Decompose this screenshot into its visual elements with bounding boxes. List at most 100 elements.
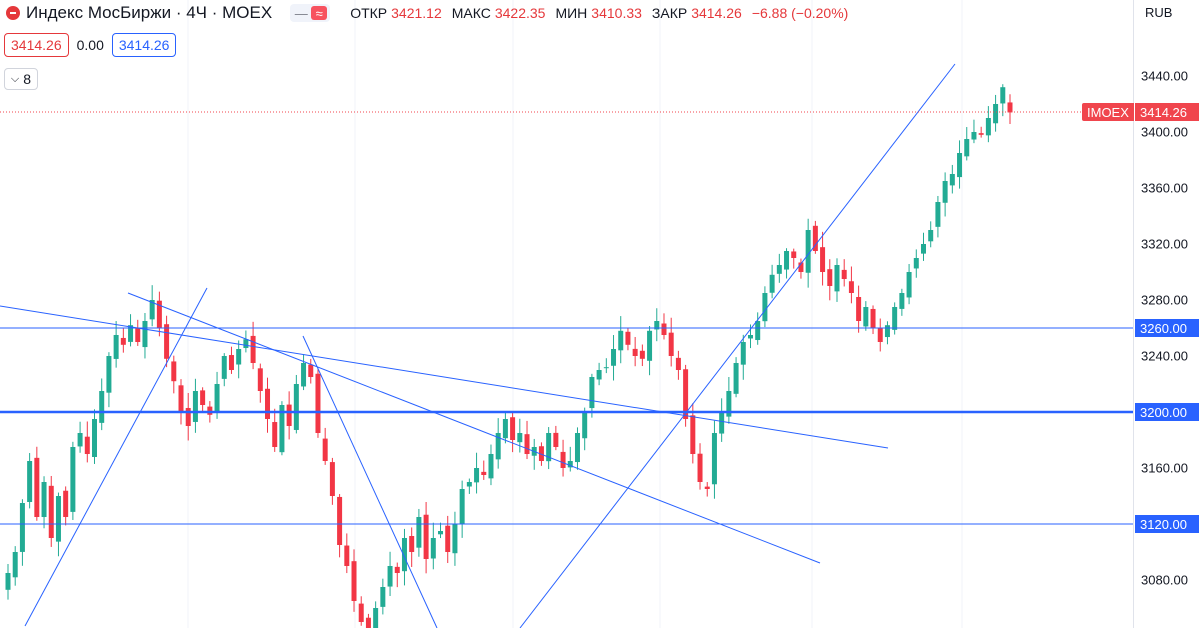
low-label: МИН (555, 5, 588, 21)
candle-body (711, 433, 717, 485)
candle (135, 319, 141, 346)
candle (329, 457, 335, 505)
candle-body (877, 328, 883, 342)
candle (531, 438, 537, 470)
candle-body (611, 349, 617, 366)
candle-body (192, 391, 198, 422)
trendline[interactable] (302, 335, 438, 628)
trade-row: 3414.26 0.00 3414.26 (4, 33, 177, 57)
trendline[interactable] (0, 305, 889, 449)
indicators-toggle[interactable]: ⌵ 8 (4, 68, 38, 90)
candle-body (784, 251, 790, 270)
candle-body (409, 536, 415, 552)
candle-body (228, 355, 234, 370)
candle-body (149, 300, 155, 320)
candle-body (63, 490, 69, 517)
candle-body (106, 356, 112, 393)
sell-button[interactable]: 3414.26 (4, 33, 69, 57)
candle-body (582, 412, 588, 439)
time-grid (187, 0, 963, 628)
candle (185, 392, 191, 441)
candle-body (5, 573, 11, 590)
candle (474, 452, 480, 494)
candle-body (279, 405, 285, 453)
wave-icon[interactable]: ≈ (311, 6, 328, 21)
candle-body (315, 373, 321, 433)
candle-body (416, 517, 422, 548)
candle (106, 352, 112, 408)
candle (272, 408, 278, 452)
candle (236, 340, 242, 379)
trendline[interactable] (24, 287, 208, 627)
candle-body (92, 419, 98, 457)
candle-body (77, 433, 83, 447)
candle-body (322, 438, 328, 461)
candle (120, 327, 126, 353)
candle (113, 321, 119, 368)
candles (5, 84, 1013, 628)
candle (661, 313, 667, 340)
candle-body (257, 368, 263, 391)
candle-body (466, 482, 472, 487)
candle-body (892, 307, 898, 330)
candle-body (661, 323, 667, 335)
candle-body (755, 321, 761, 341)
candle (452, 511, 458, 566)
candle-body (863, 307, 869, 327)
candle (567, 446, 573, 472)
candle-body (84, 436, 90, 454)
candle (675, 350, 681, 380)
candle (344, 533, 350, 574)
candle (949, 164, 955, 194)
candle (906, 264, 912, 305)
candle-body (675, 357, 681, 370)
candle (409, 527, 415, 567)
horizontal-levels[interactable] (0, 327, 1133, 525)
candle (365, 613, 371, 628)
candle-body (293, 384, 299, 430)
candle-body (906, 272, 912, 298)
currency-button[interactable]: RUB (1145, 4, 1173, 20)
candle-body (185, 407, 191, 426)
candle-body (639, 350, 645, 359)
minus-icon[interactable]: — (294, 5, 308, 21)
candle (791, 248, 797, 269)
candle (243, 330, 249, 353)
candle (149, 285, 155, 327)
candle (589, 373, 595, 418)
candle-body (704, 486, 710, 489)
trendline[interactable] (519, 63, 956, 628)
candle (726, 377, 732, 424)
candle (784, 248, 790, 279)
candle (611, 335, 617, 381)
candle-body (524, 434, 530, 454)
candle (48, 475, 54, 547)
candle-body (358, 603, 364, 622)
candle-body (41, 482, 47, 518)
chart-toggle-chip[interactable]: — ≈ (290, 4, 331, 22)
buy-button[interactable]: 3414.26 (111, 33, 177, 57)
symbol-legend: Индекс МосБиржи · 4Ч · MOEX — ≈ ОТКР 342… (6, 3, 848, 22)
candle (510, 411, 516, 453)
candle (84, 421, 90, 463)
candle-body (221, 356, 227, 379)
candle (798, 258, 804, 279)
candle-body (438, 531, 444, 535)
trendlines[interactable] (0, 63, 956, 628)
symbol-logo-icon (6, 6, 20, 20)
candle-body (128, 325, 134, 342)
candle (301, 354, 307, 391)
candle-body (301, 363, 307, 387)
candle (445, 515, 451, 564)
candle (964, 127, 970, 161)
ohlc-readout: ОТКР 3421.12 МАКС 3422.35 МИН 3410.33 ЗА… (350, 5, 848, 21)
symbol-title[interactable]: Индекс МосБиржи · 4Ч · MOEX (26, 3, 273, 22)
candle (228, 346, 234, 374)
level-price-tag: 3200.00 (1135, 403, 1199, 421)
trendline[interactable] (127, 292, 821, 564)
candle (192, 378, 198, 433)
candle-body (993, 104, 999, 124)
candle (99, 378, 105, 431)
candle-body (834, 265, 840, 292)
